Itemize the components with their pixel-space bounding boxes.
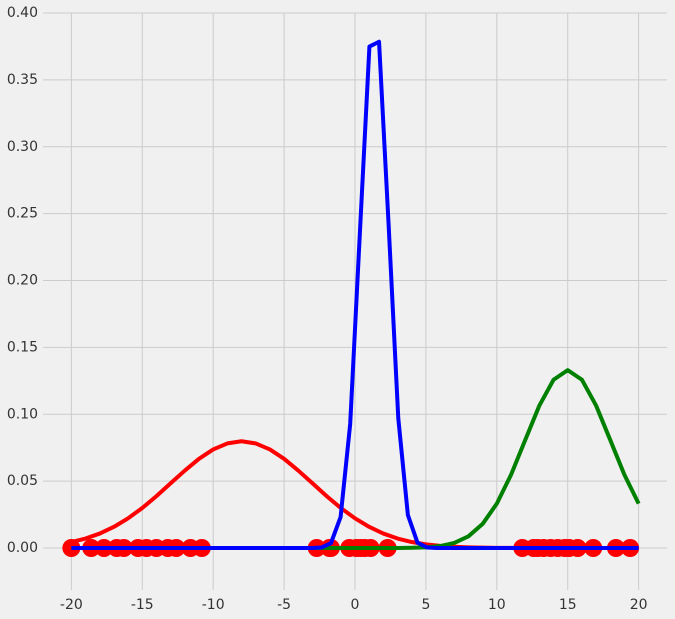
y-tick-label: 0.10 xyxy=(7,406,38,422)
y-tick-label: 0.25 xyxy=(7,206,38,222)
y-tick-label: 0.30 xyxy=(7,139,38,155)
y-tick-label: 0.40 xyxy=(7,5,38,21)
y-tick-label: 0.00 xyxy=(7,540,38,556)
x-tick-label: -10 xyxy=(202,597,225,613)
x-tick-label: 20 xyxy=(630,597,648,613)
x-tick-label: -5 xyxy=(277,597,291,613)
y-tick-label: 0.05 xyxy=(7,473,38,489)
x-tick-label: 15 xyxy=(559,597,577,613)
x-tick-label: 5 xyxy=(421,597,430,613)
y-tick-label: 0.15 xyxy=(7,339,38,355)
x-tick-label: -20 xyxy=(60,597,83,613)
x-tick-label: -15 xyxy=(131,597,154,613)
x-tick-label: 10 xyxy=(488,597,506,613)
y-tick-label: 0.20 xyxy=(7,273,38,289)
x-tick-label: 0 xyxy=(351,597,360,613)
y-tick-label: 0.35 xyxy=(7,72,38,88)
line xyxy=(71,39,639,550)
